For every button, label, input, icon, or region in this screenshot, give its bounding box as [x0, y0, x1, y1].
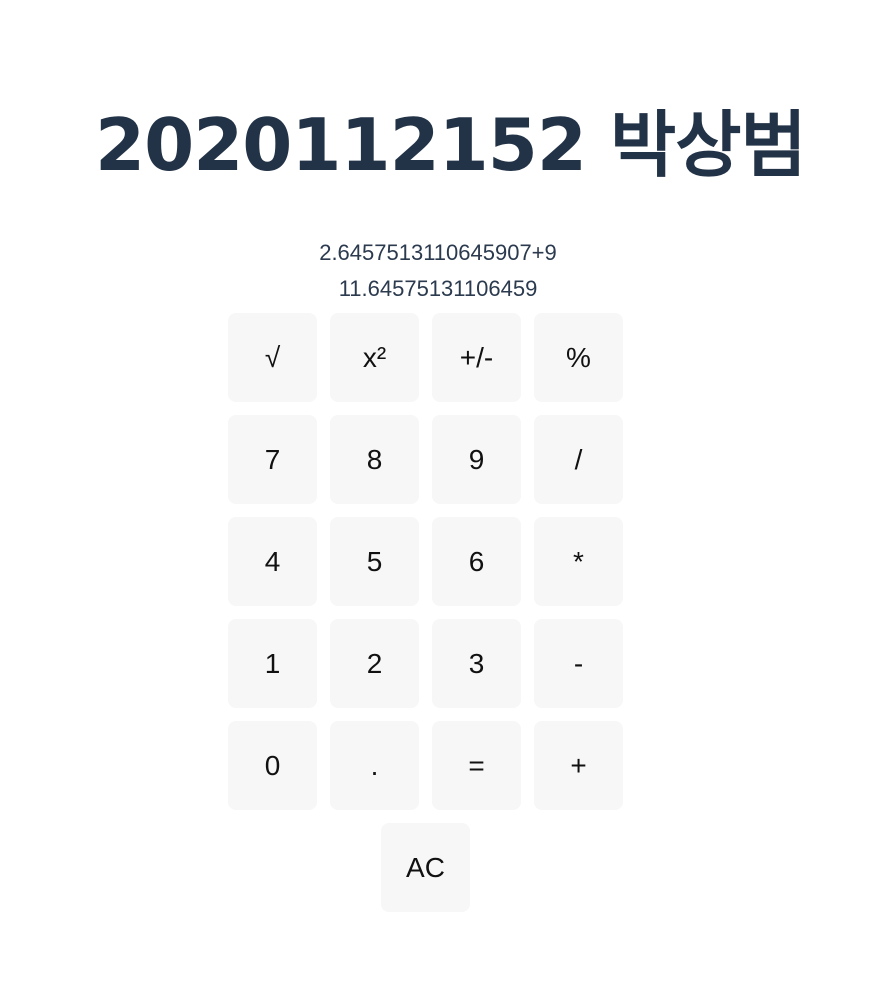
digit-6-button[interactable]: 6	[432, 517, 521, 606]
digit-2-button[interactable]: 2	[330, 619, 419, 708]
digit-7-button[interactable]: 7	[228, 415, 317, 504]
add-button[interactable]: +	[534, 721, 623, 810]
digit-5-button[interactable]: 5	[330, 517, 419, 606]
digit-1-button[interactable]: 1	[228, 619, 317, 708]
multiply-button[interactable]: *	[534, 517, 623, 606]
square-button[interactable]: x²	[330, 313, 419, 402]
subtract-button[interactable]: -	[534, 619, 623, 708]
digit-8-button[interactable]: 8	[330, 415, 419, 504]
page-title: 2020112152 박상범	[95, 103, 807, 187]
result-display: 11.64575131106459	[338, 276, 538, 301]
digit-0-button[interactable]: 0	[228, 721, 317, 810]
divide-button[interactable]: /	[534, 415, 623, 504]
clear-button[interactable]: AC	[381, 823, 470, 912]
equals-button[interactable]: =	[432, 721, 521, 810]
digit-9-button[interactable]: 9	[432, 415, 521, 504]
digit-3-button[interactable]: 3	[432, 619, 521, 708]
digit-4-button[interactable]: 4	[228, 517, 317, 606]
decimal-button[interactable]: .	[330, 721, 419, 810]
expression-display: 2.6457513110645907+9	[319, 240, 557, 265]
negate-button[interactable]: +/-	[432, 313, 521, 402]
percent-button[interactable]: %	[534, 313, 623, 402]
sqrt-button[interactable]: √	[228, 313, 317, 402]
